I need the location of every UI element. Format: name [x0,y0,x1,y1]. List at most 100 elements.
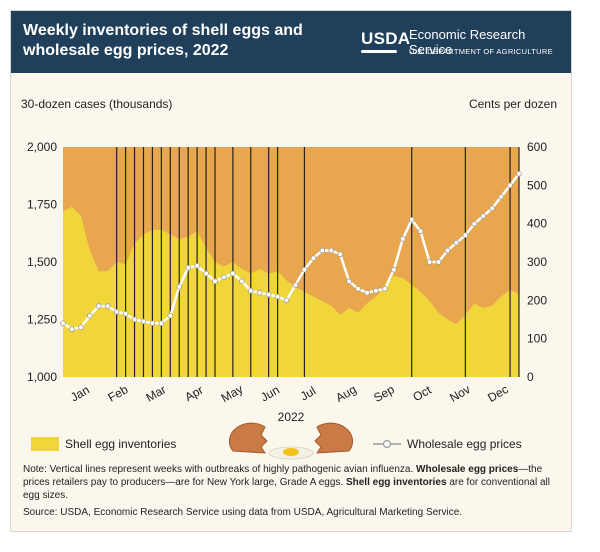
price-point [390,266,397,273]
usda-logo: USDA [361,29,410,53]
legend-price-swatch-marker [382,439,392,449]
price-point [265,291,272,298]
y-right-tick-label: 300 [527,255,547,269]
department-name: U.S. DEPARTMENT OF AGRICULTURE [409,47,553,56]
price-point [212,278,218,285]
month-label: Dec [485,382,510,405]
price-point [364,289,370,296]
legend-price-label: Wholesale egg prices [407,437,522,451]
price-point [337,251,344,258]
price-point [310,255,317,262]
price-line [62,173,520,331]
price-point [185,265,192,271]
note-wholesale-text: —the prices retailers pay to producers—a… [23,464,543,488]
note-inventory-term: Shell egg inventories [345,477,447,488]
usda-logo-swoosh [361,50,397,53]
price-point [87,312,93,319]
usda-logo-text: USDA [361,29,411,48]
y-right-ticks: 0 100 200 300 400 500 600 [527,140,547,384]
legend-inventory-label: Shell egg inventories [65,437,176,451]
price-point [221,274,227,281]
x-axis-title: 2022 [278,410,305,424]
price-point [301,266,308,273]
y-left-axis-title: 30-dozen cases (thousands) [21,97,172,111]
price-point [248,288,254,294]
price-points [60,171,522,332]
price-point [122,311,129,317]
month-label: Feb [106,382,131,405]
price-point [319,247,326,254]
month-label: Oct [410,382,434,404]
y-left-ticks: 1,000 1,250 1,500 1,750 2,000 [27,140,57,384]
y-right-tick-label: 0 [527,370,534,384]
month-label: Aug [333,382,358,405]
price-point [203,270,209,277]
note-wholesale-term: Wholesale egg prices [416,464,519,475]
chart-title-line-2: wholesale egg prices, 2022 [23,42,229,59]
month-labels: Jan Feb Mar Apr May Jun Jul Aug Sep Oct Nov Dec [68,382,511,405]
price-point [274,293,281,300]
price-point [104,303,111,309]
price-point [453,240,460,246]
notes-section: Note: Vertical lines represent weeks wit… [23,463,559,519]
price-point [498,194,504,200]
month-label: Jan [68,383,92,405]
y-left-tick-label: 1,250 [27,313,57,327]
price-point [328,247,335,254]
price-point [239,278,245,285]
price-point [355,286,361,292]
price-point [480,213,487,219]
y-left-tick-label: 1,500 [27,255,57,269]
price-point [131,316,138,323]
price-point [69,326,75,332]
price-point [471,220,478,227]
y-left-tick-label: 2,000 [27,140,57,154]
price-point [283,297,290,304]
note-paragraph: Note: Vertical lines represent weeks wit… [23,463,559,502]
y-right-axis-title: Cents per dozen [469,97,557,111]
chart-title: Weekly inventories of shell eggs and who… [23,21,323,61]
price-point [230,270,236,277]
month-label: Jun [258,383,282,405]
price-point [140,318,147,325]
chart-card: Weekly inventories of shell eggs and who… [10,10,572,532]
cracked-egg-icon [228,422,354,460]
price-point [96,303,102,309]
y-right-tick-label: 400 [527,217,547,231]
price-point [256,289,263,296]
price-point [408,217,415,223]
price-point [194,263,200,269]
price-point [399,236,406,242]
agency-name: Economic Research Service [409,27,526,57]
y-right-tick-label: 100 [527,332,547,346]
price-point [435,259,442,265]
note-prefix: Note: Vertical lines represent weeks wit… [23,464,414,475]
y-right-tick-label: 200 [527,293,547,307]
price-point [158,320,165,327]
price-point [60,320,66,327]
y-right-tick-label: 600 [527,140,547,154]
month-label: Jul [298,384,318,404]
price-point [516,171,522,177]
outbreak-lines [116,147,520,377]
note-inventory-text: are for conventional all egg sizes. [23,477,550,501]
month-label: Nov [447,382,472,405]
price-point [417,228,424,235]
price-point [167,312,174,319]
price-point [382,286,388,292]
month-label: Mar [144,382,169,404]
chart-title-line-1: Weekly inventories of shell eggs and [23,22,303,39]
y-left-tick-label: 1,000 [27,370,57,384]
price-point [462,232,469,239]
price-point [373,288,379,294]
price-point [78,324,84,331]
chart-svg: 30-dozen cases (thousands) Cents per doz… [21,97,557,460]
month-label: Sep [371,382,397,405]
y-right-tick-label: 500 [527,178,547,192]
price-point [346,278,352,285]
price-point [489,205,496,212]
header-banner: Weekly inventories of shell eggs and who… [11,11,571,73]
source-line: Source: USDA, Economic Research Service … [23,507,463,518]
price-point [444,247,451,254]
price-point [113,309,120,315]
